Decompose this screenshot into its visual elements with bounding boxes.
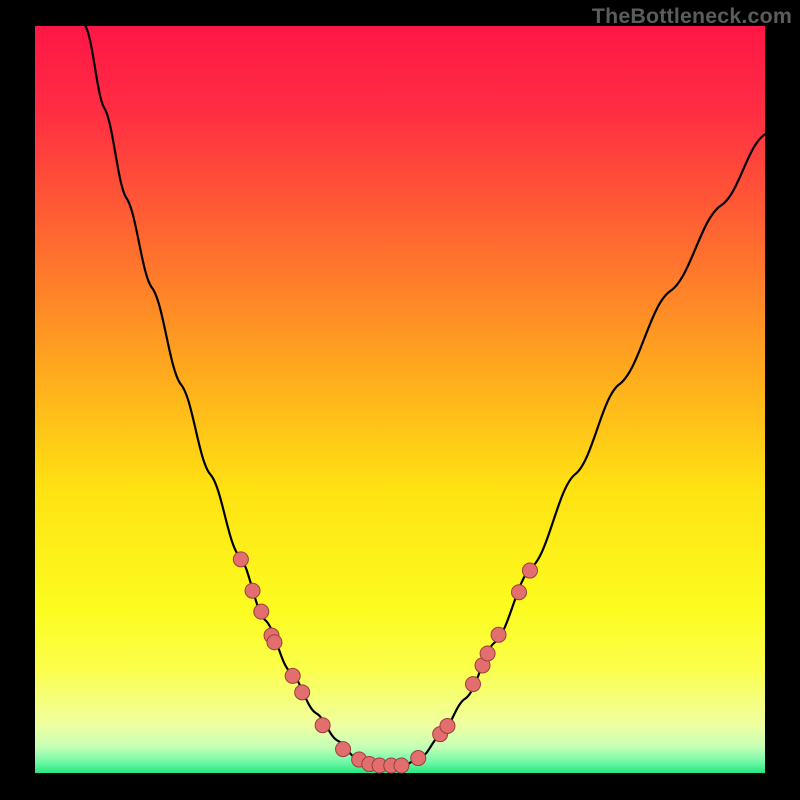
data-point <box>315 718 330 733</box>
data-point <box>267 635 282 650</box>
data-point <box>480 646 495 661</box>
data-point <box>295 685 310 700</box>
data-point <box>245 583 260 598</box>
data-point <box>491 627 506 642</box>
data-point <box>233 552 248 567</box>
chart-stage: TheBottleneck.com <box>0 0 800 800</box>
data-point <box>466 677 481 692</box>
data-point <box>336 742 351 757</box>
bottleneck-curve-chart <box>0 0 800 800</box>
data-point <box>511 585 526 600</box>
data-point <box>411 751 426 766</box>
data-point <box>285 668 300 683</box>
data-point <box>522 563 537 578</box>
data-point <box>440 718 455 733</box>
plot-background <box>35 26 765 773</box>
data-point <box>394 758 409 773</box>
data-point <box>254 604 269 619</box>
